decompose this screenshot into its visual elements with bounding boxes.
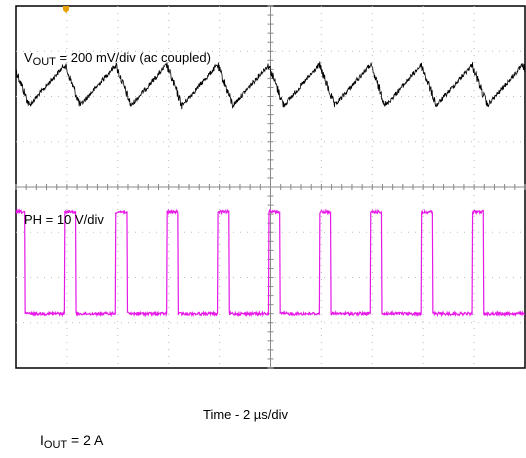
traces bbox=[15, 61, 526, 318]
x-axis-label: Time - 2 µs/div bbox=[203, 407, 289, 422]
vout-label: VOUT = 200 mV/div (ac coupled) bbox=[24, 50, 211, 68]
vout-trace bbox=[15, 61, 526, 110]
ph-label: PH = 10 V/div bbox=[24, 212, 104, 227]
ph-trace bbox=[15, 208, 526, 318]
graticule bbox=[15, 5, 526, 369]
iout-label: IOUT = 2 A bbox=[40, 432, 104, 451]
trigger-marker-icon bbox=[63, 6, 69, 13]
